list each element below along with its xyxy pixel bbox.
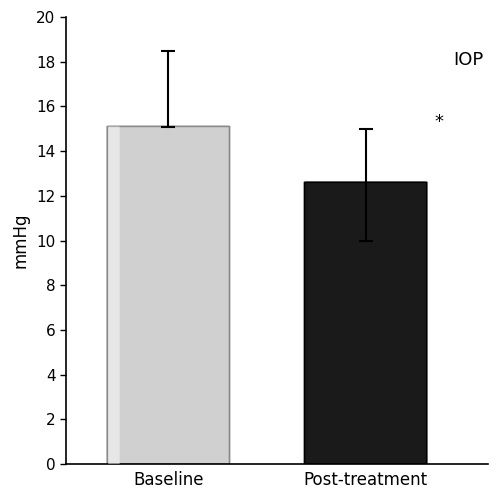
FancyBboxPatch shape <box>304 182 427 464</box>
FancyBboxPatch shape <box>108 126 120 464</box>
Text: *: * <box>435 113 444 131</box>
FancyBboxPatch shape <box>107 126 230 464</box>
Y-axis label: mmHg: mmHg <box>11 213 29 268</box>
Text: IOP: IOP <box>453 50 484 68</box>
